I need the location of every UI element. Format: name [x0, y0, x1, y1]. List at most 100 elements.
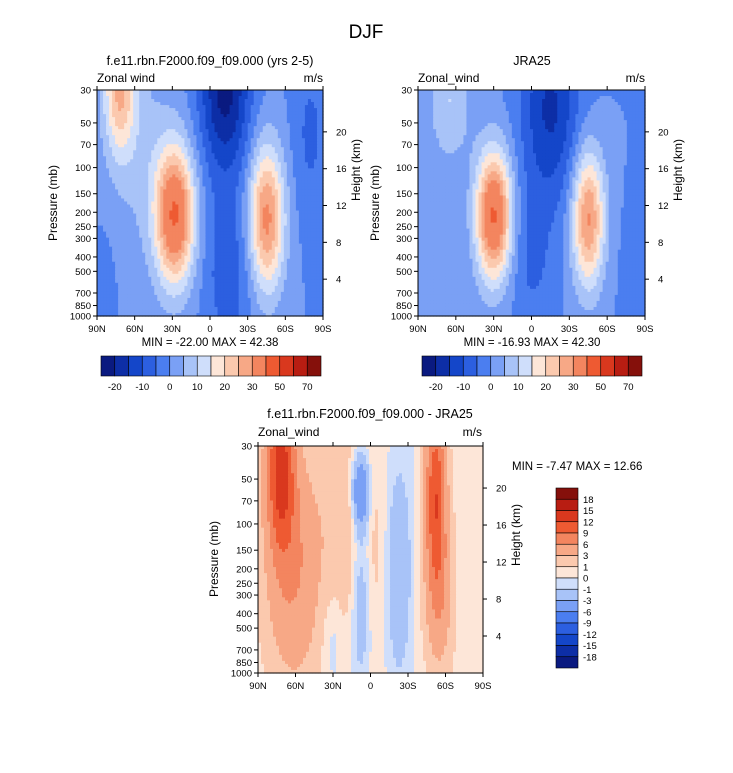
heatmap-cell: [115, 159, 119, 163]
heatmap-cell: [133, 141, 137, 145]
heatmap-cell: [208, 111, 213, 115]
heatmap-cell: [298, 120, 303, 124]
heatmap-cell: [175, 123, 179, 127]
heatmap-cell: [202, 111, 207, 115]
heatmap-cell: [301, 93, 306, 97]
heatmap-cell: [304, 165, 309, 169]
heatmap-cell: [265, 144, 270, 148]
heatmap-cell: [205, 183, 210, 188]
heatmap-cell: [307, 141, 312, 145]
heatmap-cell: [319, 177, 324, 181]
heatmap-cell: [163, 123, 167, 127]
heatmap-cell: [103, 105, 107, 109]
heatmap-cell: [229, 156, 234, 160]
heatmap-cell: [277, 177, 282, 181]
heatmap-cell: [166, 102, 170, 106]
heatmap-cell: [118, 114, 122, 118]
heatmap-cell: [169, 129, 173, 133]
heatmap-cell: [199, 159, 204, 163]
heatmap-cell: [106, 126, 110, 130]
heatmap-cell: [214, 171, 219, 175]
heatmap-cell: [121, 180, 125, 185]
heatmap-cell: [250, 111, 255, 115]
heatmap-cell: [286, 174, 291, 178]
heatmap-cell: [298, 153, 303, 157]
heatmap-cell: [232, 138, 237, 142]
heatmap-cell: [154, 162, 158, 166]
heatmap-cell: [136, 171, 140, 175]
heatmap-cell: [97, 150, 101, 154]
heatmap-cell: [97, 117, 101, 121]
heatmap-cell: [136, 186, 140, 191]
heatmap-cell: [166, 147, 170, 151]
heatmap-cell: [256, 138, 261, 142]
heatmap-cell: [232, 96, 237, 100]
heatmap-cell: [130, 99, 134, 103]
heatmap-cell: [100, 96, 104, 100]
heatmap-cell: [97, 138, 101, 142]
heatmap-cell: [163, 102, 167, 106]
heatmap-cell: [157, 138, 161, 142]
heatmap-cell: [313, 141, 318, 145]
heatmap-cell: [256, 165, 261, 169]
heatmap-cell: [298, 156, 303, 160]
heatmap-cell: [244, 165, 249, 169]
heatmap-cell: [166, 120, 170, 124]
heatmap-cell: [214, 138, 219, 142]
heatmap-cell: [247, 132, 252, 136]
heatmap-cell: [292, 156, 297, 160]
heatmap-cell: [130, 150, 134, 154]
heatmap-cell: [310, 147, 315, 151]
heatmap-cell: [169, 93, 173, 97]
heatmap-cell: [271, 150, 276, 154]
heatmap-cell: [193, 111, 198, 115]
heatmap-cell: [157, 153, 161, 157]
heatmap-cell: [307, 105, 312, 109]
heatmap-cell: [136, 162, 140, 166]
heatmap-cell: [226, 102, 231, 106]
heatmap-cell: [202, 126, 207, 130]
heatmap-cell: [232, 180, 237, 185]
heatmap-cell: [283, 147, 288, 151]
heatmap-cell: [310, 153, 315, 157]
heatmap-cell: [319, 90, 324, 94]
heatmap-cell: [220, 165, 225, 169]
heatmap-cell: [106, 96, 110, 100]
heatmap-cell: [136, 141, 140, 145]
heatmap-cell: [244, 114, 249, 118]
heatmap-cell: [280, 174, 285, 178]
heatmap-cell: [160, 114, 164, 118]
heatmap-cell: [292, 111, 297, 115]
heatmap-cell: [208, 147, 213, 151]
heatmap-cell: [307, 165, 312, 169]
heatmap-cell: [100, 114, 104, 118]
heatmap-cell: [214, 105, 219, 109]
heatmap-cell: [154, 132, 158, 136]
heatmap-cell: [214, 153, 219, 157]
heatmap-cell: [106, 120, 110, 124]
heatmap-cell: [298, 159, 303, 163]
heatmap-cell: [229, 105, 234, 109]
heatmap-cell: [304, 111, 309, 115]
heatmap-cell: [142, 174, 146, 178]
heatmap-cell: [163, 162, 167, 166]
heatmap-cell: [151, 144, 155, 148]
heatmap-cell: [151, 147, 155, 151]
heatmap-cell: [148, 153, 152, 157]
heatmap-cell: [139, 105, 143, 109]
heatmap-cell: [262, 144, 267, 148]
heatmap-cell: [106, 123, 110, 127]
heatmap-cell: [304, 159, 309, 163]
heatmap-cell: [280, 123, 285, 127]
heatmap-cell: [280, 117, 285, 121]
heatmap-cell: [232, 183, 237, 188]
heatmap-cell: [229, 150, 234, 154]
heatmap-cell: [184, 102, 188, 106]
heatmap-cell: [178, 168, 182, 172]
heatmap-cell: [199, 153, 204, 157]
heatmap-cell: [157, 93, 161, 97]
heatmap-cell: [100, 129, 104, 133]
heatmap-cell: [184, 180, 188, 185]
heatmap-cell: [169, 159, 173, 163]
heatmap-cell: [292, 159, 297, 163]
